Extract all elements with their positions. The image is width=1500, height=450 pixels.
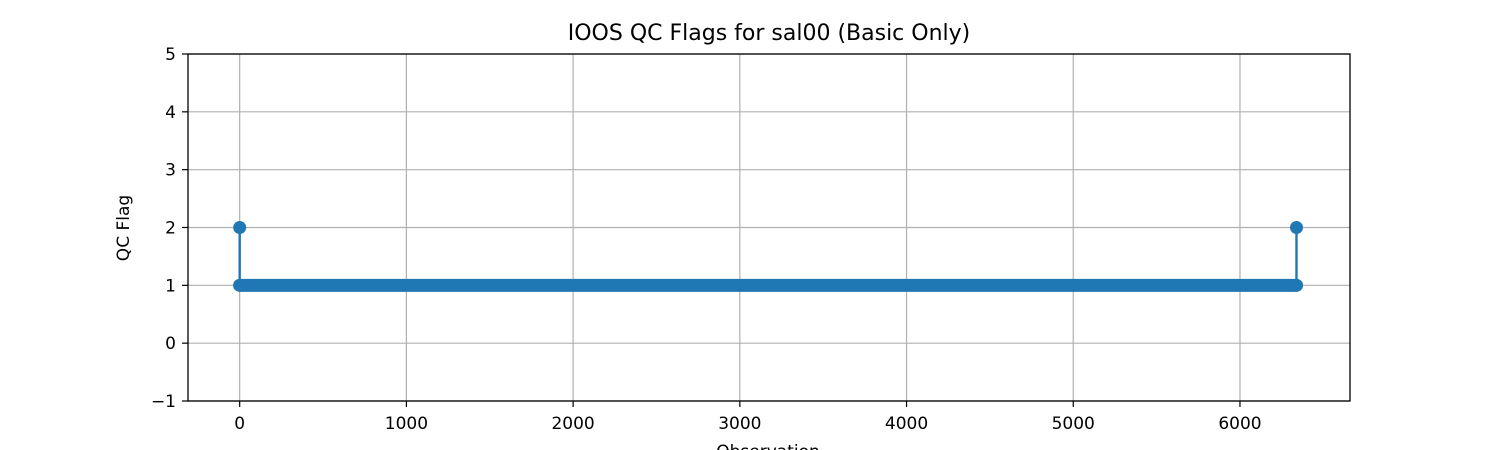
y-tick-label: −1 bbox=[151, 392, 176, 412]
series-qc-flags bbox=[233, 221, 1303, 292]
flag-point bbox=[233, 221, 247, 234]
chart-title: IOOS QC Flags for sal00 (Basic Only) bbox=[568, 21, 971, 46]
flag-point bbox=[1289, 221, 1303, 234]
grid-lines bbox=[188, 53, 1350, 402]
x-tick-label: 3000 bbox=[718, 414, 761, 434]
x-tick-label: 5000 bbox=[1052, 414, 1095, 434]
y-tick-label: 1 bbox=[165, 276, 176, 296]
x-tick-label: 4000 bbox=[885, 414, 928, 434]
y-tick-label: 0 bbox=[165, 334, 176, 354]
x-axis-label: Observation bbox=[716, 442, 820, 450]
x-tick-label: 2000 bbox=[551, 414, 594, 434]
y-tick-label: 5 bbox=[165, 45, 176, 65]
x-tick-label: 6000 bbox=[1218, 414, 1261, 434]
baseline-point bbox=[1289, 278, 1303, 292]
y-tick-label: 2 bbox=[165, 219, 176, 239]
x-tick-label: 0 bbox=[234, 414, 245, 434]
y-tick-label: 3 bbox=[165, 161, 176, 181]
y-tick-label: 4 bbox=[165, 103, 176, 123]
y-axis-label: QC Flag bbox=[114, 195, 134, 261]
x-tick-label: 1000 bbox=[385, 414, 428, 434]
axis-ticks: 0 1000 2000 3000 4000 5000 6000 −1 0 1 2 3 4 5 bbox=[151, 45, 1262, 434]
baseline-point bbox=[233, 278, 247, 292]
